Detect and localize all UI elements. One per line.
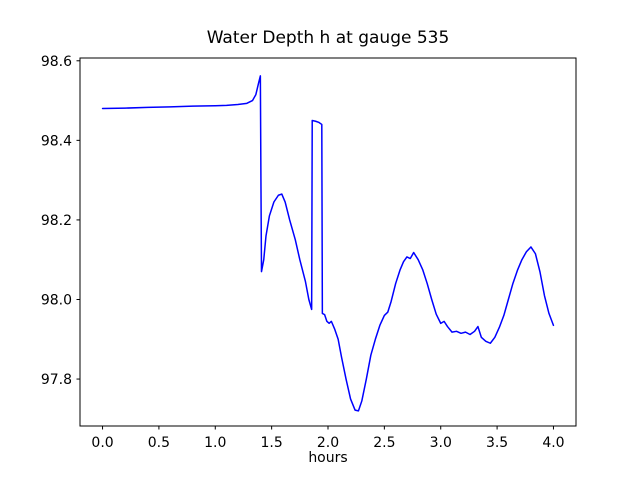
tick-labels: 0.0 0.5 1.0 1.5 2.0 2.5 3.0 3.5 4.0 97.8 98.0 98.2 9…	[41, 54, 565, 451]
x-tick-label: 0.5	[148, 435, 170, 451]
x-tick-label: 0.0	[91, 435, 113, 451]
x-tick-label: 3.0	[430, 435, 452, 451]
water-depth-line	[101, 75, 555, 412]
x-tick-label: 1.5	[261, 435, 283, 451]
y-tick-label: 98.0	[41, 292, 72, 308]
y-tick-label: 97.8	[41, 372, 72, 388]
x-tick-label: 1.0	[204, 435, 226, 451]
x-tick-label: 4.0	[542, 435, 564, 451]
y-tick-label: 98.2	[41, 213, 72, 229]
x-tick-label: 2.0	[317, 435, 339, 451]
y-tick-label: 98.6	[41, 54, 72, 70]
x-tick-label: 2.5	[373, 435, 395, 451]
y-tick-label: 98.4	[41, 133, 72, 149]
x-tick-label: 3.5	[486, 435, 508, 451]
tick-marks	[76, 60, 554, 430]
chart-title: Water Depth h at gauge 535	[206, 28, 450, 48]
axes-border	[79, 57, 577, 427]
x-axis-label: hours	[308, 450, 348, 466]
